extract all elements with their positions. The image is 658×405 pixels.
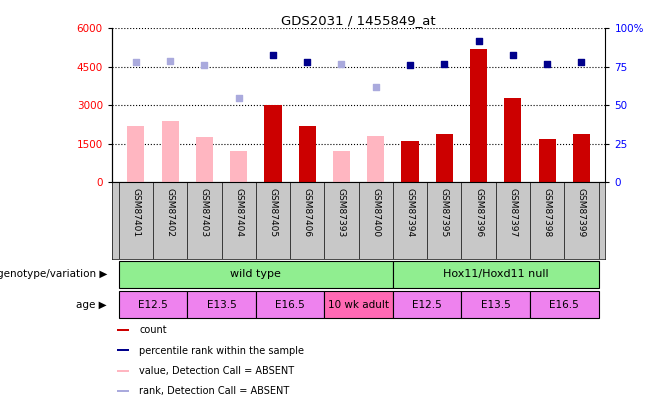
Text: GSM87398: GSM87398: [543, 188, 551, 238]
Text: E13.5: E13.5: [481, 300, 511, 310]
Point: [130, 59, 141, 66]
Point: [336, 60, 347, 67]
Bar: [367, 136, 384, 182]
Bar: [117, 350, 129, 351]
Bar: [265, 105, 282, 182]
Text: GSM87405: GSM87405: [268, 188, 278, 237]
Point: [268, 51, 278, 58]
Bar: [333, 151, 350, 182]
Bar: [436, 134, 453, 182]
Text: GSM87393: GSM87393: [337, 188, 346, 238]
Text: GSM87400: GSM87400: [371, 188, 380, 237]
Text: GSM87397: GSM87397: [509, 188, 517, 238]
Text: E13.5: E13.5: [207, 300, 236, 310]
Point: [199, 62, 210, 68]
Bar: [393, 261, 599, 288]
Text: GSM87396: GSM87396: [474, 188, 483, 238]
Bar: [162, 121, 179, 182]
Bar: [230, 151, 247, 182]
Point: [370, 83, 381, 90]
Text: value, Detection Call = ABSENT: value, Detection Call = ABSENT: [139, 366, 294, 376]
Bar: [461, 291, 530, 318]
Text: age ▶: age ▶: [76, 300, 107, 310]
Bar: [530, 291, 599, 318]
Text: E12.5: E12.5: [413, 300, 442, 310]
Point: [405, 62, 415, 68]
Bar: [393, 291, 461, 318]
Bar: [118, 261, 393, 288]
Bar: [299, 126, 316, 182]
Text: Hox11/Hoxd11 null: Hox11/Hoxd11 null: [443, 269, 549, 279]
Text: E16.5: E16.5: [275, 300, 305, 310]
Text: wild type: wild type: [230, 269, 281, 279]
Text: E16.5: E16.5: [549, 300, 579, 310]
Text: 10 wk adult: 10 wk adult: [328, 300, 389, 310]
Text: E12.5: E12.5: [138, 300, 168, 310]
Point: [302, 59, 313, 66]
Bar: [401, 141, 418, 182]
Bar: [538, 139, 555, 182]
Text: GSM87406: GSM87406: [303, 188, 312, 237]
Text: GSM87395: GSM87395: [440, 188, 449, 238]
Text: genotype/variation ▶: genotype/variation ▶: [0, 269, 107, 279]
Point: [473, 37, 484, 44]
Bar: [256, 291, 324, 318]
Bar: [117, 329, 129, 331]
Bar: [573, 134, 590, 182]
Text: GSM87394: GSM87394: [405, 188, 415, 237]
Text: rank, Detection Call = ABSENT: rank, Detection Call = ABSENT: [139, 386, 290, 396]
Point: [542, 60, 552, 67]
Point: [439, 60, 449, 67]
Text: GSM87399: GSM87399: [577, 188, 586, 238]
Bar: [188, 291, 256, 318]
Bar: [127, 126, 144, 182]
Bar: [196, 137, 213, 182]
Bar: [504, 98, 521, 182]
Point: [234, 94, 244, 101]
Title: GDS2031 / 1455849_at: GDS2031 / 1455849_at: [282, 14, 436, 27]
Text: percentile rank within the sample: percentile rank within the sample: [139, 345, 304, 356]
Text: count: count: [139, 325, 166, 335]
Text: GSM87401: GSM87401: [132, 188, 140, 237]
Bar: [324, 291, 393, 318]
Text: GSM87404: GSM87404: [234, 188, 243, 237]
Bar: [470, 49, 487, 182]
Bar: [117, 390, 129, 392]
Point: [507, 51, 518, 58]
Bar: [118, 291, 188, 318]
Text: GSM87403: GSM87403: [200, 188, 209, 237]
Point: [165, 58, 176, 64]
Point: [576, 59, 587, 66]
Bar: [117, 370, 129, 372]
Text: GSM87402: GSM87402: [166, 188, 174, 237]
